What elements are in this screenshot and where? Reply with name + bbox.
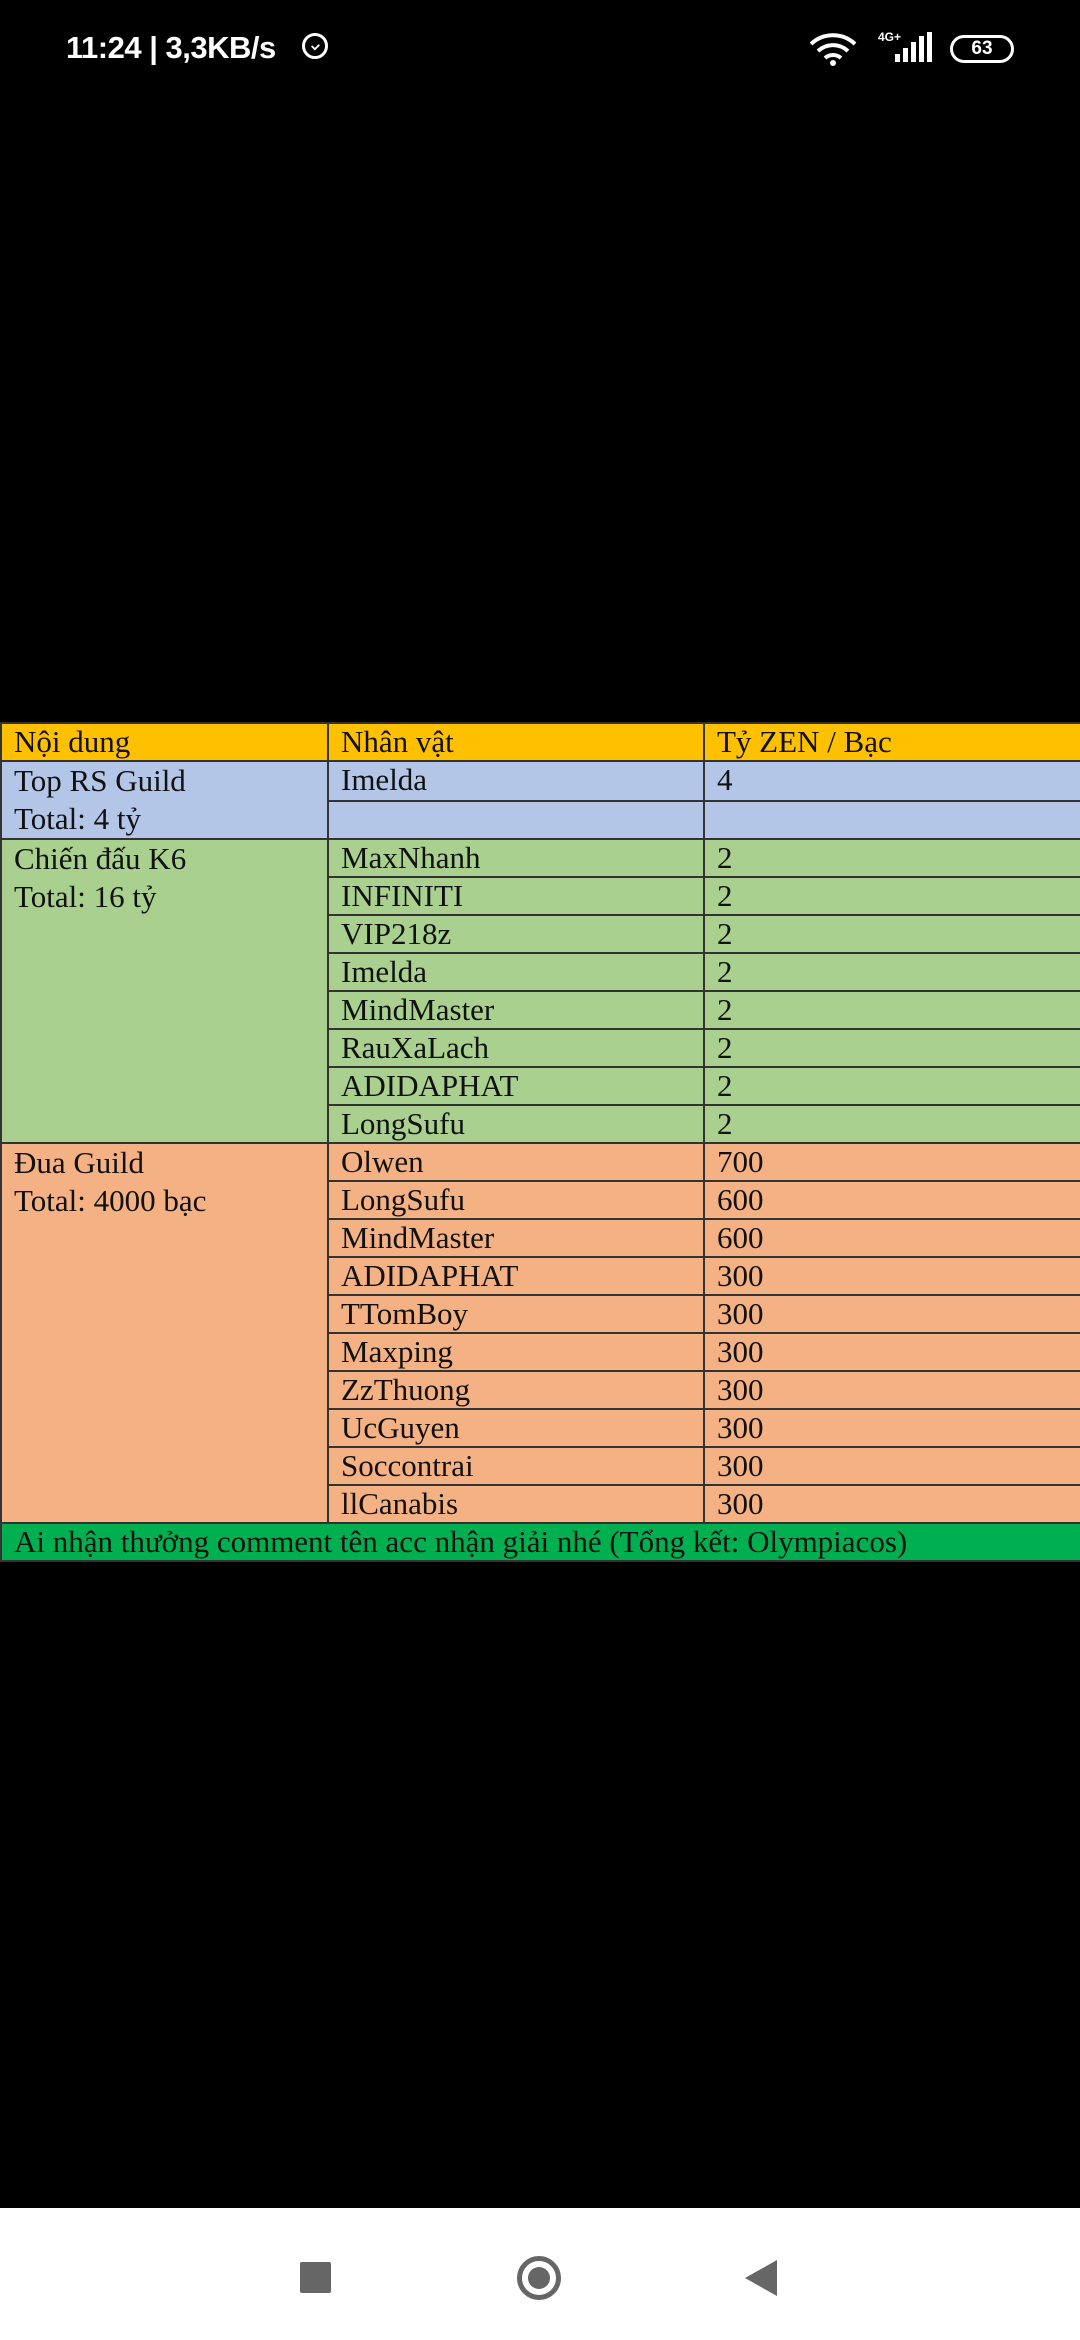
- reward-cell: 300: [703, 1446, 1080, 1486]
- table-row: ZzThuong 300: [1, 1370, 1080, 1410]
- table-row: ADIDAPHAT 2: [1, 1066, 1080, 1106]
- reward-cell: 2: [703, 914, 1080, 954]
- home-circle-icon[interactable]: [517, 2256, 561, 2300]
- group-total: Total: 16 tỷ: [14, 879, 157, 914]
- header-cell: Nhân vật: [327, 722, 705, 762]
- header-row: Nội dung Nhân vật Tỷ ZEN / Bạc: [0, 722, 1080, 762]
- character-cell: LongSufu: [327, 1104, 705, 1144]
- table-row: MindMaster 2: [1, 990, 1080, 1030]
- character-cell: Imelda: [327, 952, 705, 992]
- battery-level: 63: [971, 38, 993, 59]
- character-cell: INFINITI: [327, 876, 705, 916]
- navigation-bar: [0, 2208, 1080, 2340]
- back-triangle-icon[interactable]: [745, 2260, 777, 2296]
- character-cell: MindMaster: [327, 1218, 705, 1258]
- wifi-icon: [809, 33, 857, 66]
- reward-table: Nội dung Nhân vật Tỷ ZEN / Bạc Top RS Gu…: [0, 722, 1080, 1562]
- group-cell: Chiến đấu K6 Total: 16 tỷ: [0, 838, 329, 1144]
- network-type: 4G+: [878, 30, 902, 44]
- reward-cell: 300: [703, 1256, 1080, 1296]
- reward-cell: 2: [703, 952, 1080, 992]
- table-row: Maxping 300: [1, 1332, 1080, 1372]
- table-row: MindMaster 600: [1, 1218, 1080, 1258]
- character-cell: MaxNhanh: [327, 838, 705, 878]
- character-cell: [327, 800, 705, 840]
- group-cell: Top RS Guild Total: 4 tỷ: [0, 760, 329, 840]
- group-title: Top RS Guild: [14, 763, 186, 798]
- reward-cell: 600: [703, 1218, 1080, 1258]
- character-cell: VIP218z: [327, 914, 705, 954]
- table-row: INFINITI 2: [1, 876, 1080, 916]
- table-row: Đua Guild Total: 4000 bạc Olwen 700: [0, 1142, 1080, 1524]
- character-cell: ADIDAPHAT: [327, 1256, 705, 1296]
- group-cell: Đua Guild Total: 4000 bạc: [0, 1142, 329, 1524]
- character-cell: Olwen: [327, 1142, 705, 1182]
- table-row: LongSufu 2: [1, 1104, 1080, 1144]
- status-time: 11:24 | 3,3KB/s: [66, 30, 276, 65]
- group-title: Đua Guild: [14, 1145, 145, 1180]
- table-row: llCanabis 300: [1, 1484, 1080, 1524]
- group-total: Total: 4000 bạc: [14, 1183, 207, 1218]
- character-cell: Imelda: [327, 759, 705, 803]
- character-cell: LongSufu: [327, 1180, 705, 1220]
- reward-cell: 300: [703, 1484, 1080, 1524]
- reward-cell: 4: [703, 759, 1080, 803]
- character-cell: Soccontrai: [327, 1446, 705, 1486]
- signal-icon: [895, 32, 932, 62]
- alarm-icon: [302, 33, 328, 59]
- battery-icon: 63: [950, 35, 1014, 63]
- footer-note: Ai nhận thưởng comment tên acc nhận giải…: [0, 1522, 1080, 1562]
- reward-cell: [703, 800, 1080, 840]
- reward-cell: 300: [703, 1408, 1080, 1448]
- table-row: TTomBoy 300: [1, 1294, 1080, 1334]
- character-cell: MindMaster: [327, 990, 705, 1030]
- header-cell: Tỷ ZEN / Bạc: [703, 722, 1080, 762]
- character-cell: ZzThuong: [327, 1370, 705, 1410]
- table-row: Chiến đấu K6 Total: 16 tỷ MaxNhanh 2: [0, 838, 1080, 1144]
- table-row: LongSufu 600: [1, 1180, 1080, 1220]
- character-cell: llCanabis: [327, 1484, 705, 1524]
- reward-cell: 2: [703, 1104, 1080, 1144]
- reward-cell: 300: [703, 1332, 1080, 1372]
- table-row: ADIDAPHAT 300: [1, 1256, 1080, 1296]
- table-row: UcGuyen 300: [1, 1408, 1080, 1448]
- reward-cell: 700: [703, 1142, 1080, 1182]
- reward-cell: 2: [703, 838, 1080, 878]
- header-cell: Nội dung: [0, 722, 329, 762]
- character-cell: RauXaLach: [327, 1028, 705, 1068]
- character-cell: Maxping: [327, 1332, 705, 1372]
- spreadsheet-image: Nội dung Nhân vật Tỷ ZEN / Bạc Top RS Gu…: [0, 722, 1080, 1562]
- table-row: Imelda 2: [1, 952, 1080, 992]
- recents-square-icon[interactable]: [300, 2262, 331, 2293]
- group-title: Chiến đấu K6: [14, 841, 187, 876]
- table-row: Top RS Guild Total: 4 tỷ Imelda 4: [0, 759, 1080, 840]
- footer-row: Ai nhận thưởng comment tên acc nhận giải…: [0, 1522, 1080, 1562]
- reward-cell: 600: [703, 1180, 1080, 1220]
- reward-cell: 300: [703, 1370, 1080, 1410]
- reward-cell: 300: [703, 1294, 1080, 1334]
- reward-cell: 2: [703, 990, 1080, 1030]
- status-bar: 11:24 | 3,3KB/s 4G+ 63: [0, 0, 1080, 100]
- character-cell: ADIDAPHAT: [327, 1066, 705, 1106]
- table-row: VIP218z 2: [1, 914, 1080, 954]
- reward-cell: 2: [703, 876, 1080, 916]
- reward-cell: 2: [703, 1066, 1080, 1106]
- character-cell: TTomBoy: [327, 1294, 705, 1334]
- character-cell: UcGuyen: [327, 1408, 705, 1448]
- reward-cell: 2: [703, 1028, 1080, 1068]
- table-row: RauXaLach 2: [1, 1028, 1080, 1068]
- group-total: Total: 4 tỷ: [14, 801, 141, 836]
- table-row: Soccontrai 300: [1, 1446, 1080, 1486]
